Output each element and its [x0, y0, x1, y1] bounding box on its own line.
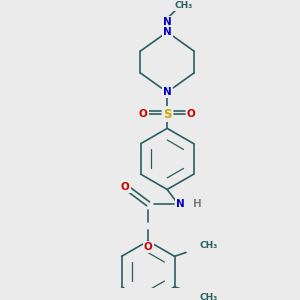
Text: CH₃: CH₃	[200, 241, 217, 250]
Text: O: O	[121, 182, 130, 192]
Text: O: O	[144, 242, 152, 252]
Text: N: N	[163, 17, 172, 27]
Text: O: O	[139, 109, 148, 119]
Text: N: N	[163, 27, 172, 37]
Text: H: H	[194, 199, 202, 209]
Text: N: N	[163, 87, 172, 97]
Text: CH₃: CH₃	[174, 1, 193, 10]
Text: O: O	[187, 109, 195, 119]
Text: N: N	[176, 199, 185, 209]
Text: S: S	[163, 108, 171, 121]
Text: CH₃: CH₃	[200, 293, 217, 300]
